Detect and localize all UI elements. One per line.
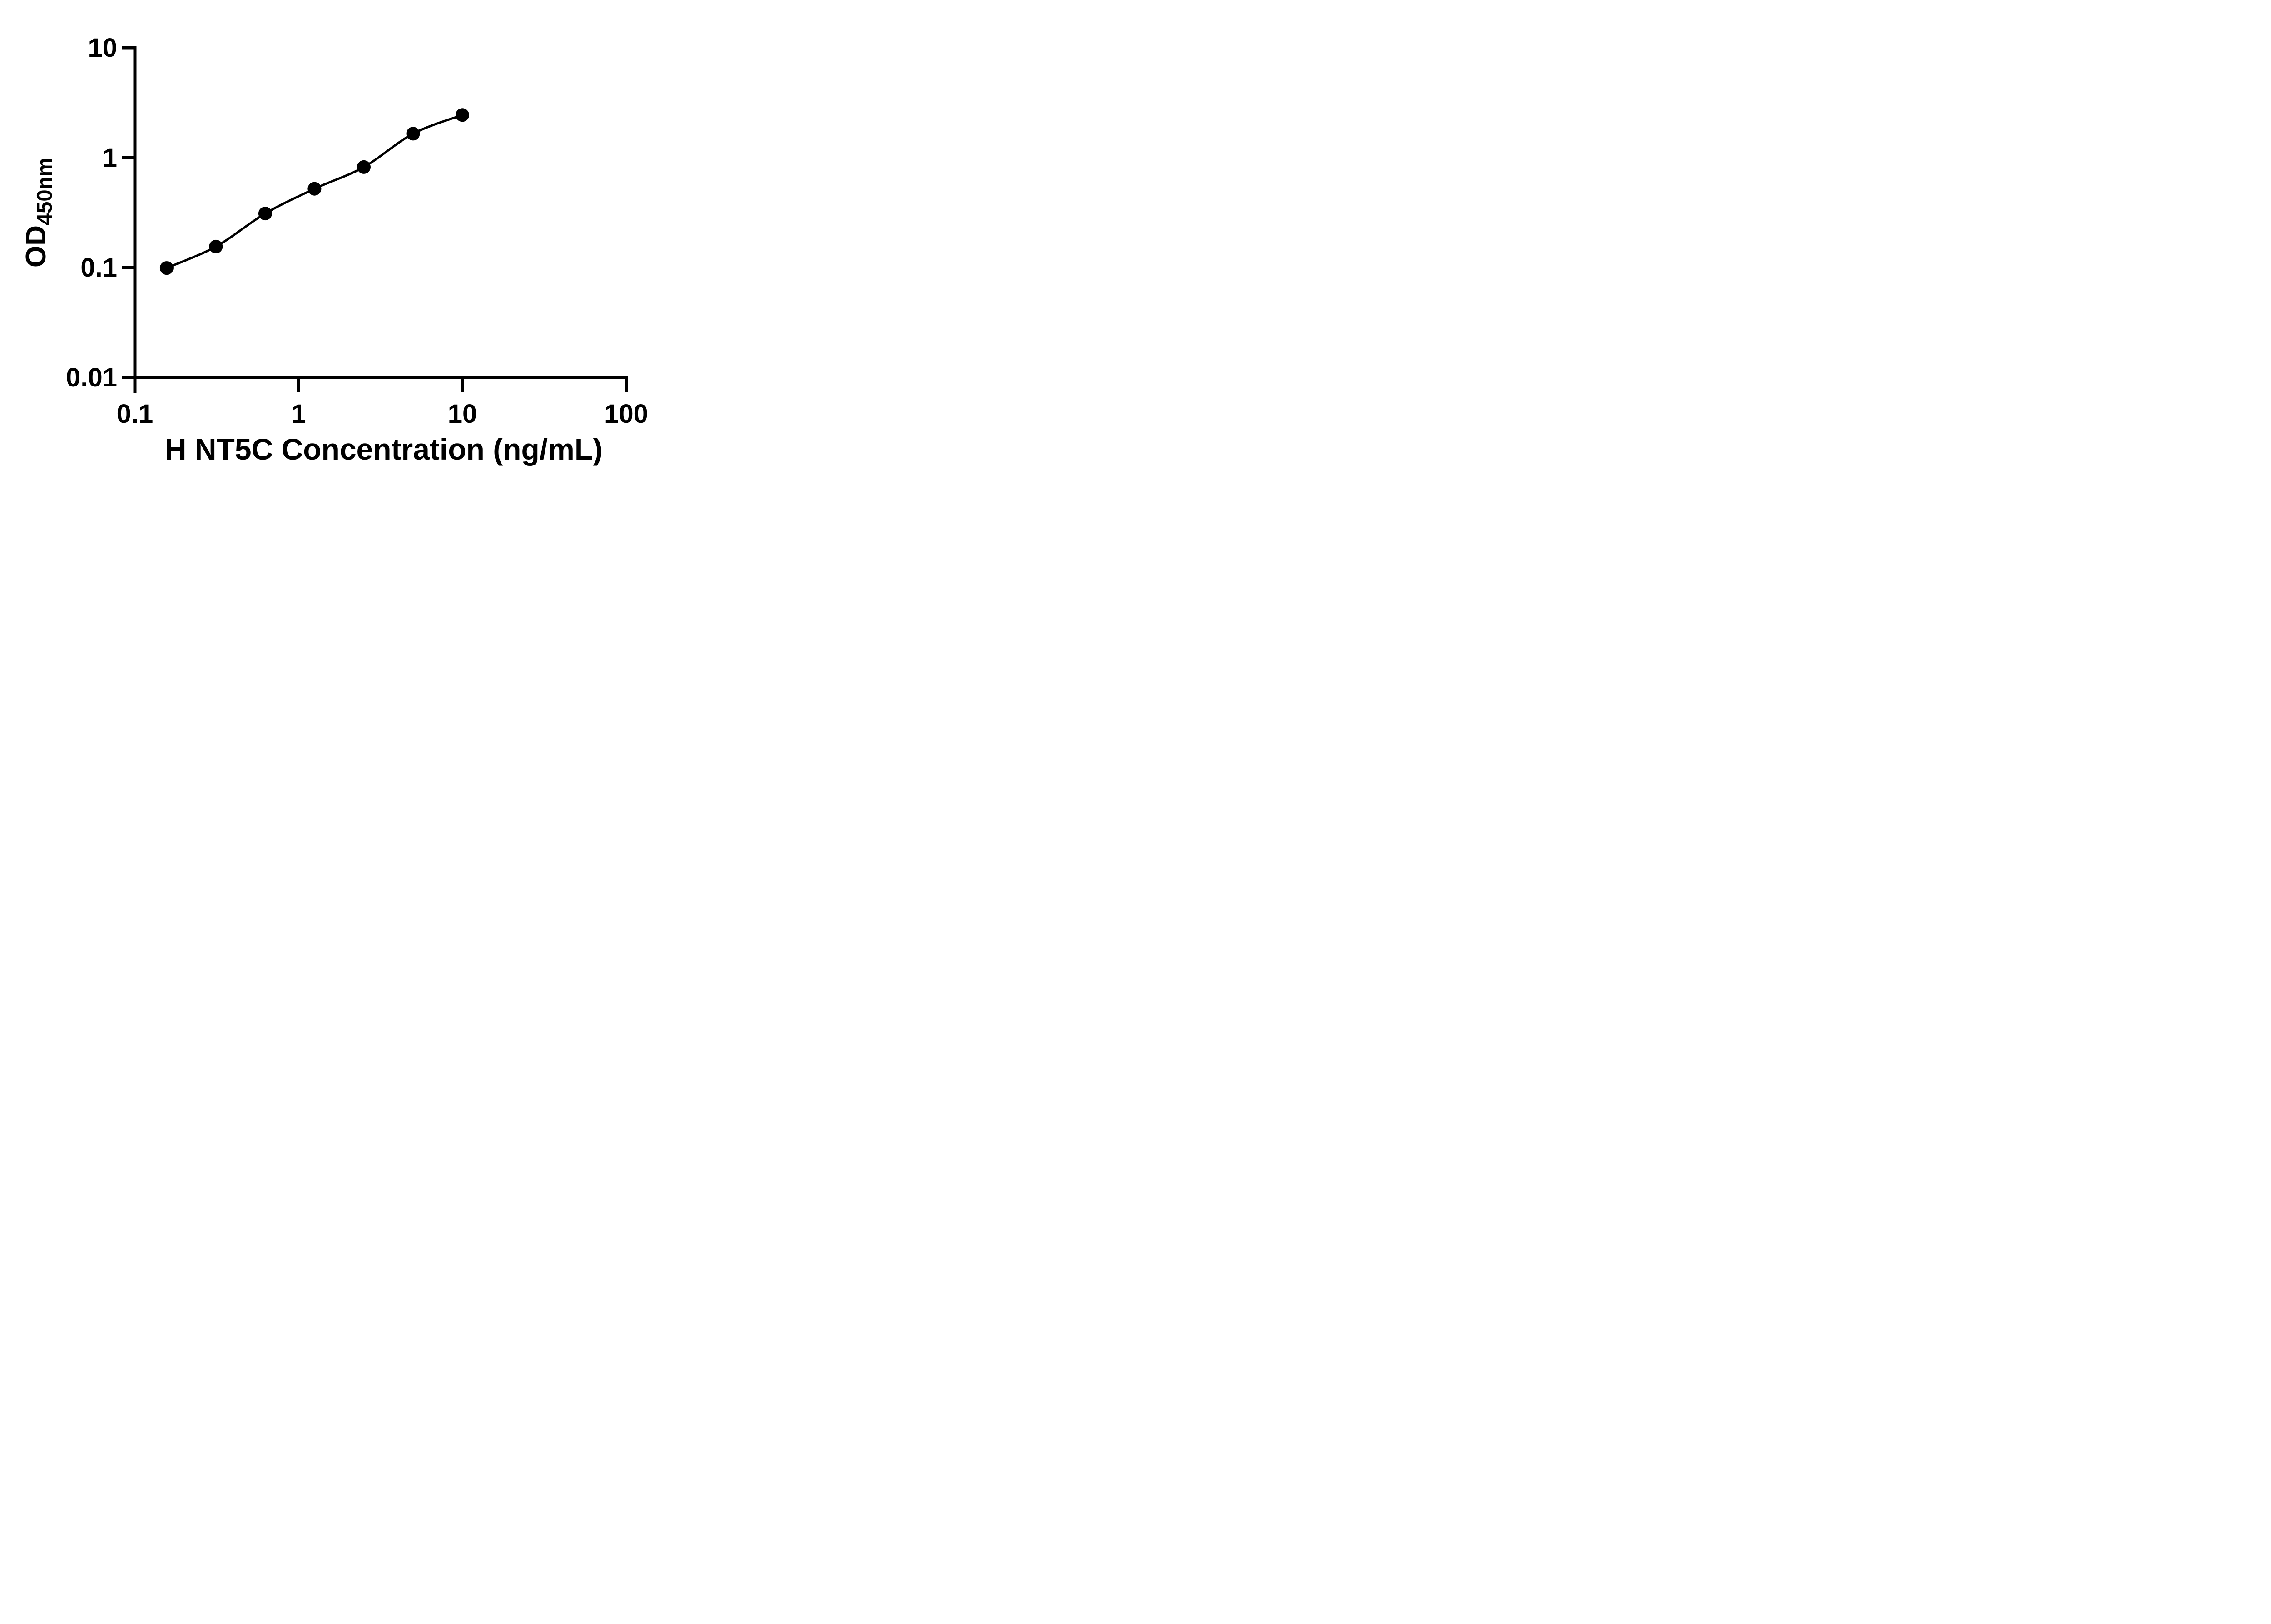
y-tick-label: 0.1 [80, 253, 117, 282]
x-tick-label: 10 [448, 399, 477, 429]
x-tick-label: 0.1 [117, 399, 154, 429]
x-tick-label: 100 [604, 399, 648, 429]
y-tick-label: 10 [88, 33, 117, 63]
x-axis-title: H NT5C Concentration (ng/mL) [165, 432, 603, 466]
elisa-standard-curve-figure: 10 1 0.1 0.01 0.1 1 10 100 H NT5C Concentratio… [0, 0, 702, 489]
y-axis-title: OD450nm [20, 158, 56, 267]
y-axis-title-base: OD [20, 225, 52, 267]
y-tick-label: 0.01 [66, 363, 117, 392]
x-axis-ticks: 0.1 1 10 100 [117, 377, 648, 429]
data-point [258, 207, 272, 221]
data-point [159, 261, 174, 275]
y-axis-title-subscript: 450nm [32, 158, 56, 225]
x-tick-label: 1 [291, 399, 306, 429]
data-point [209, 239, 223, 253]
data-point [307, 182, 322, 196]
data-point [406, 127, 420, 141]
data-series-layer [159, 108, 469, 275]
data-point [456, 108, 469, 122]
y-axis-ticks: 10 1 0.1 0.01 [66, 33, 135, 392]
y-tick-label: 1 [103, 143, 117, 173]
data-point [357, 160, 371, 174]
